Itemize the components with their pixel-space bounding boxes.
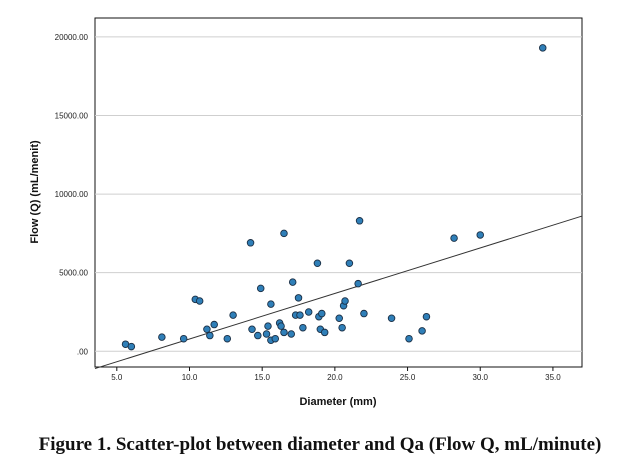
y-tick-label: 15000.00 xyxy=(55,111,89,120)
data-point xyxy=(158,333,166,341)
y-tick-label: .00 xyxy=(77,347,89,356)
data-point xyxy=(354,279,362,288)
data-point xyxy=(256,284,265,293)
x-tick-label: 25.0 xyxy=(400,373,416,382)
data-point xyxy=(418,327,426,335)
x-tick-label: 10.0 xyxy=(182,373,198,382)
data-point xyxy=(313,259,322,267)
data-point xyxy=(338,323,346,332)
fit-line xyxy=(94,215,583,370)
data-point xyxy=(223,334,232,343)
data-points xyxy=(121,44,547,351)
y-tick-label: 5000.00 xyxy=(59,269,88,278)
data-point xyxy=(288,278,297,286)
data-point xyxy=(341,297,349,305)
data-point xyxy=(280,229,288,238)
data-point xyxy=(195,297,204,305)
data-point xyxy=(271,334,280,343)
y-axis-ticks: .00 5000.00 10000.00 15000.00 20000.00 xyxy=(55,33,89,356)
fit-line-layer xyxy=(94,215,583,370)
data-point xyxy=(360,309,368,318)
data-point xyxy=(422,312,431,321)
x-axis-title: Diameter (mm) xyxy=(299,396,376,408)
figure-caption: Figure 1. Scatter-plot between diameter … xyxy=(38,434,602,455)
x-tick-label: 30.0 xyxy=(472,373,488,382)
data-point xyxy=(127,342,136,351)
gridlines xyxy=(95,36,582,352)
x-tick-label: 15.0 xyxy=(254,373,270,382)
x-tick-label: 5.0 xyxy=(111,373,123,382)
data-point xyxy=(179,334,188,343)
data-point xyxy=(287,330,296,338)
data-point xyxy=(267,300,275,308)
data-point xyxy=(345,259,354,267)
data-point xyxy=(246,239,255,247)
y-axis-title: Flow (Q) (mL/menit) xyxy=(29,140,41,244)
data-point xyxy=(280,328,288,337)
data-point xyxy=(299,323,307,332)
plot-area xyxy=(94,17,583,368)
data-point xyxy=(296,311,304,319)
data-point xyxy=(229,311,237,319)
data-point xyxy=(450,234,458,242)
data-point xyxy=(355,217,364,225)
data-point xyxy=(203,325,211,334)
y-tick-label: 10000.00 xyxy=(55,190,89,199)
y-tick-label: 20000.00 xyxy=(55,33,89,42)
data-point xyxy=(405,334,413,343)
data-point xyxy=(248,325,256,334)
data-point xyxy=(277,322,285,330)
data-point xyxy=(262,330,271,338)
data-point xyxy=(304,308,313,316)
x-tick-label: 35.0 xyxy=(545,373,561,382)
data-point xyxy=(210,320,218,329)
data-point xyxy=(254,331,262,340)
data-point xyxy=(335,314,343,323)
data-point xyxy=(264,322,272,330)
data-point xyxy=(294,294,303,302)
data-point xyxy=(538,44,547,52)
data-point xyxy=(318,309,326,318)
data-point xyxy=(320,328,329,337)
data-point xyxy=(476,231,484,239)
x-tick-label: 20.0 xyxy=(327,373,343,382)
data-point xyxy=(206,331,214,340)
data-point xyxy=(387,314,396,323)
x-axis-ticks: 5.0 10.0 15.0 20.0 25.0 30.0 35.0 xyxy=(111,367,561,382)
